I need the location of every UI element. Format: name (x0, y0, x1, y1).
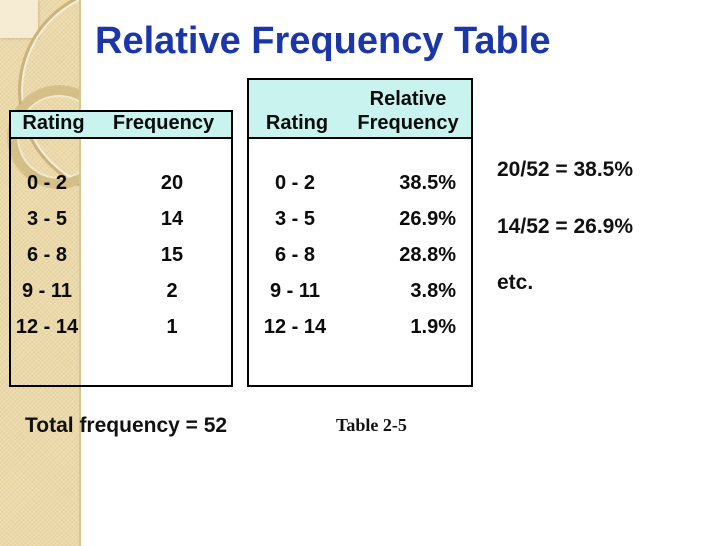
frequency-table: Rating Frequency 0 - 2 20 3 - 5 14 6 - 8… (9, 110, 233, 387)
table-caption: Table 2-5 (336, 415, 407, 435)
header-rating: Rating (22, 112, 85, 134)
table-row: 0 - 2 38.5% (249, 165, 471, 201)
calculation-line-1: 20/52 = 38.5% (497, 158, 634, 181)
rating-cell: 6 - 8 (26, 243, 68, 266)
relative-frequency-cell: 3.8% (410, 279, 456, 302)
table-row: 9 - 11 2 (11, 273, 231, 309)
relative-frequency-table-body: 0 - 2 38.5% 3 - 5 26.9% 6 - 8 28.8% 9 - … (249, 139, 471, 345)
header-rating: Rating (265, 112, 329, 134)
rating-cell: 9 - 11 (21, 279, 73, 302)
rating-cell: 6 - 8 (274, 243, 316, 266)
table-row: 3 - 5 26.9% (249, 201, 471, 237)
table-row: 12 - 14 1.9% (249, 309, 471, 345)
table-row: 3 - 5 14 (11, 201, 231, 237)
frequency-cell: 20 (160, 171, 184, 194)
relative-frequency-table: Rating Relative Frequency 0 - 2 38.5% 3 … (247, 78, 473, 387)
relative-frequency-cell: 1.9% (410, 315, 456, 338)
table-row: 6 - 8 28.8% (249, 237, 471, 273)
frequency-table-header: Rating Frequency (11, 112, 231, 139)
relative-frequency-cell: 28.8% (399, 243, 456, 266)
relative-frequency-cell: 26.9% (399, 207, 456, 230)
rating-cell: 12 - 14 (263, 315, 327, 338)
rating-cell: 9 - 11 (269, 279, 321, 302)
table-row: 6 - 8 15 (11, 237, 231, 273)
rating-cell: 3 - 5 (26, 207, 68, 230)
rating-cell: 12 - 14 (15, 315, 79, 338)
frequency-table-body: 0 - 2 20 3 - 5 14 6 - 8 15 9 - 11 2 12 -… (11, 139, 231, 345)
header-frequency: Frequency (112, 112, 215, 134)
page-title: Relative Frequency Table (95, 20, 551, 62)
table-row: 12 - 14 1 (11, 309, 231, 345)
calculation-line-2: 14/52 = 26.9% (497, 215, 634, 238)
table-row: 9 - 11 3.8% (249, 273, 471, 309)
table-row: 0 - 2 20 (11, 165, 231, 201)
frequency-cell: 14 (160, 207, 184, 230)
relative-frequency-cell: 38.5% (399, 171, 456, 194)
total-frequency-label: Total frequency = 52 (25, 414, 228, 437)
sidebar-decoration (0, 0, 81, 546)
sidebar-light-box (0, 0, 38, 38)
header-relative-frequency: Relative Frequency (345, 87, 471, 137)
relative-frequency-table-header: Rating Relative Frequency (249, 80, 471, 139)
frequency-cell: 2 (166, 279, 178, 302)
frequency-cell: 1 (166, 315, 178, 338)
header-relative-line: Relative (369, 88, 447, 110)
rating-cell: 3 - 5 (274, 207, 316, 230)
rating-cell: 0 - 2 (26, 171, 68, 194)
frequency-cell: 15 (160, 243, 184, 266)
calculation-line-3: etc. (497, 271, 534, 294)
rating-cell: 0 - 2 (274, 171, 316, 194)
header-frequency-line: Frequency (357, 112, 459, 134)
